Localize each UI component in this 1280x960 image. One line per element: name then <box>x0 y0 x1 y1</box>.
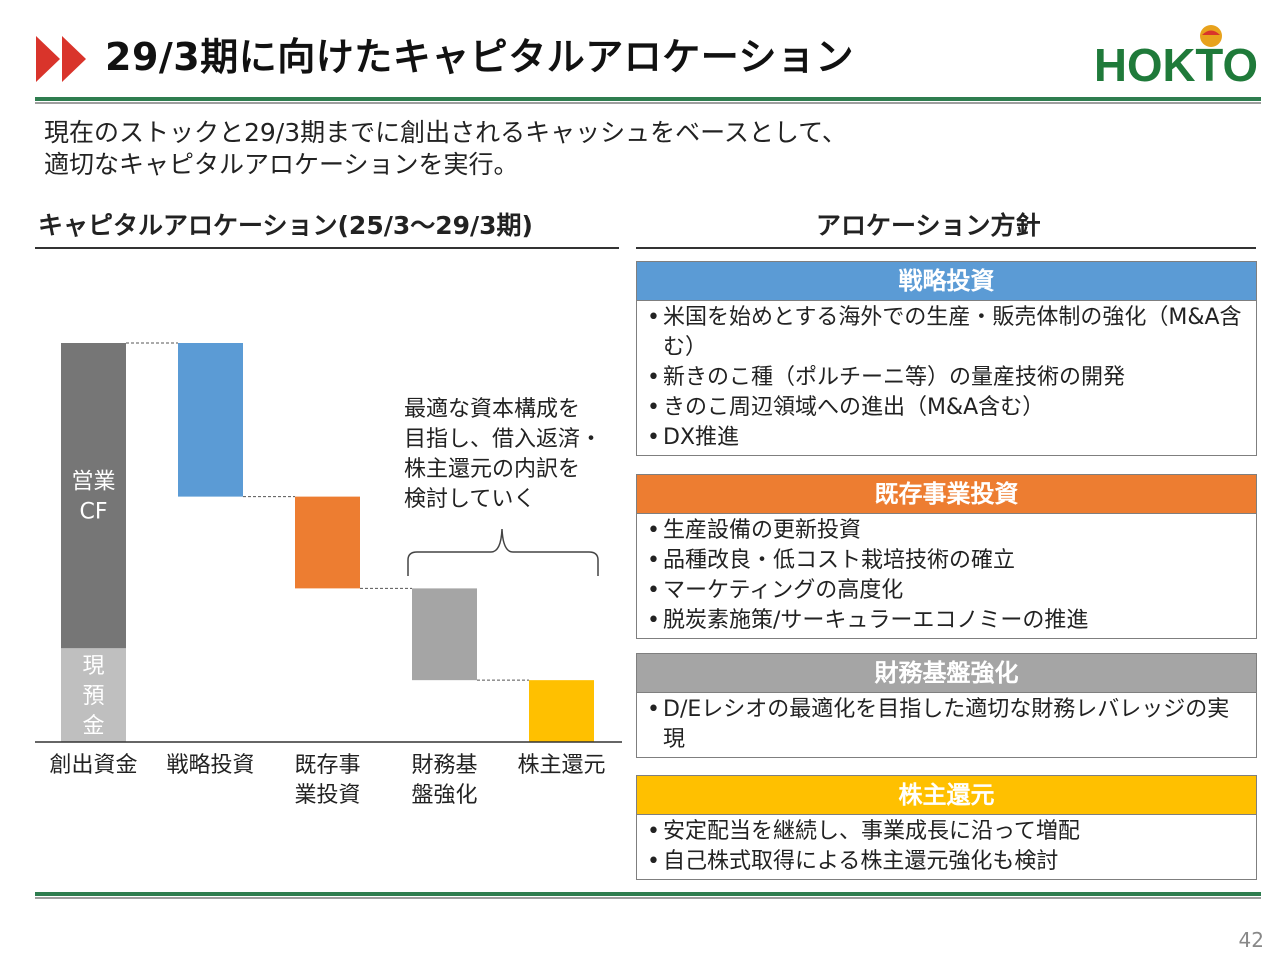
list-item: 生産設備の更新投資 <box>645 516 1248 546</box>
policy-title-strategic: 戦略投資 <box>637 262 1256 301</box>
note-line-4: 検討していく <box>404 487 536 512</box>
bar-total-label: 現 <box>82 654 104 679</box>
policy-section-heading: アロケーション方針 <box>816 211 1041 240</box>
category-label: 業投資 <box>294 783 360 808</box>
policy-box-shareholder: 株主還元 安定配当を継続し、事業成長に沿って増配 自己株式取得による株主還元強化… <box>636 775 1257 880</box>
policy-list-strategic: 米国を始めとする海外での生産・販売体制の強化（M&A含む） 新きのこ種（ポルチー… <box>637 301 1256 455</box>
list-item: D/Eレシオの最適化を目指した適切な財務レバレッジの実現 <box>645 695 1248 755</box>
list-item: 自己株式取得による株主還元強化も検討 <box>645 847 1248 877</box>
bar-allocation-0 <box>178 343 243 497</box>
bar-total-label: 営業 <box>71 470 115 495</box>
policy-box-existing: 既存事業投資 生産設備の更新投資 品種改良・低コスト栽培技術の確立 マーケティン… <box>636 474 1257 639</box>
policy-section-underline <box>636 247 1256 249</box>
chart-section-heading: キャピタルアロケーション(25/3〜29/3期) <box>38 211 533 240</box>
hokto-logo: HOKTO <box>1094 25 1258 88</box>
chart-note: 最適な資本構成を 目指し、借入返済・ 株主還元の内訳を 検討していく <box>404 395 602 515</box>
list-item: 品種改良・低コスト栽培技術の確立 <box>645 546 1248 576</box>
lead-text: 現在のストックと29/3期までに創出されるキャッシュをベースとして、 適切なキャ… <box>44 117 847 181</box>
policy-list-financial: D/Eレシオの最適化を目指した適切な財務レバレッジの実現 <box>637 693 1256 757</box>
bar-total-segment-0 <box>61 648 126 742</box>
policy-title-financial: 財務基盤強化 <box>637 654 1256 693</box>
title-arrows-icon <box>36 36 86 82</box>
policy-box-financial: 財務基盤強化 D/Eレシオの最適化を目指した適切な財務レバレッジの実現 <box>636 653 1257 758</box>
bar-allocation-3 <box>529 680 594 742</box>
bar-allocation-1 <box>295 496 360 589</box>
category-label: 既存事 <box>294 753 360 778</box>
list-item: 米国を始めとする海外での生産・販売体制の強化（M&A含む） <box>645 303 1248 363</box>
page-number: 42 <box>1238 928 1264 952</box>
logo-text: HOKTO <box>1094 39 1258 88</box>
header-rule <box>35 97 1261 104</box>
page-title: 29/3期に向けたキャピタルアロケーション <box>105 35 854 79</box>
note-line-1: 最適な資本構成を <box>404 397 581 422</box>
list-item: 新きのこ種（ポルチーニ等）の量産技術の開発 <box>645 363 1248 393</box>
bar-total-segment-1 <box>61 343 126 649</box>
policy-list-existing: 生産設備の更新投資 品種改良・低コスト栽培技術の確立 マーケティングの高度化 脱… <box>637 514 1256 638</box>
note-line-2: 目指し、借入返済・ <box>404 427 603 452</box>
policy-title-existing: 既存事業投資 <box>637 475 1256 514</box>
note-line-3: 株主還元の内訳を <box>404 457 581 482</box>
policy-box-strategic: 戦略投資 米国を始めとする海外での生産・販売体制の強化（M&A含む） 新きのこ種… <box>636 261 1257 456</box>
category-label: 戦略投資 <box>166 753 254 778</box>
list-item: きのこ周辺領域への進出（M&A含む） <box>645 393 1248 423</box>
chart-section-underline <box>35 247 619 249</box>
bar-total-label: CF <box>79 500 107 525</box>
bar-allocation-2 <box>412 588 477 681</box>
lead-line-2: 適切なキャピタルアロケーションを実行。 <box>44 150 519 179</box>
category-label: 創出資金 <box>49 753 137 778</box>
list-item: 安定配当を継続し、事業成長に沿って増配 <box>645 817 1248 847</box>
list-item: マーケティングの高度化 <box>645 576 1248 606</box>
footer-rule <box>35 892 1261 899</box>
list-item: DX推進 <box>645 423 1248 453</box>
policy-list-shareholder: 安定配当を継続し、事業成長に沿って増配 自己株式取得による株主還元強化も検討 <box>637 815 1256 879</box>
bar-total-label: 預 <box>82 684 104 709</box>
list-item: 脱炭素施策/サーキュラーエコノミーの推進 <box>645 606 1248 636</box>
policy-title-shareholder: 株主還元 <box>637 776 1256 815</box>
bar-total-label: 金 <box>82 714 104 739</box>
curly-brace-icon <box>407 528 599 576</box>
category-label: 株主還元 <box>517 753 605 778</box>
waterfall-chart: 現預金 営業 CF 創出資金 戦略投資 既存事業投資 財務基盤強化 株主還元 <box>35 342 622 808</box>
category-label: 盤強化 <box>411 783 477 808</box>
category-label: 財務基 <box>411 753 477 778</box>
lead-line-1: 現在のストックと29/3期までに創出されるキャッシュをベースとして、 <box>44 118 847 147</box>
